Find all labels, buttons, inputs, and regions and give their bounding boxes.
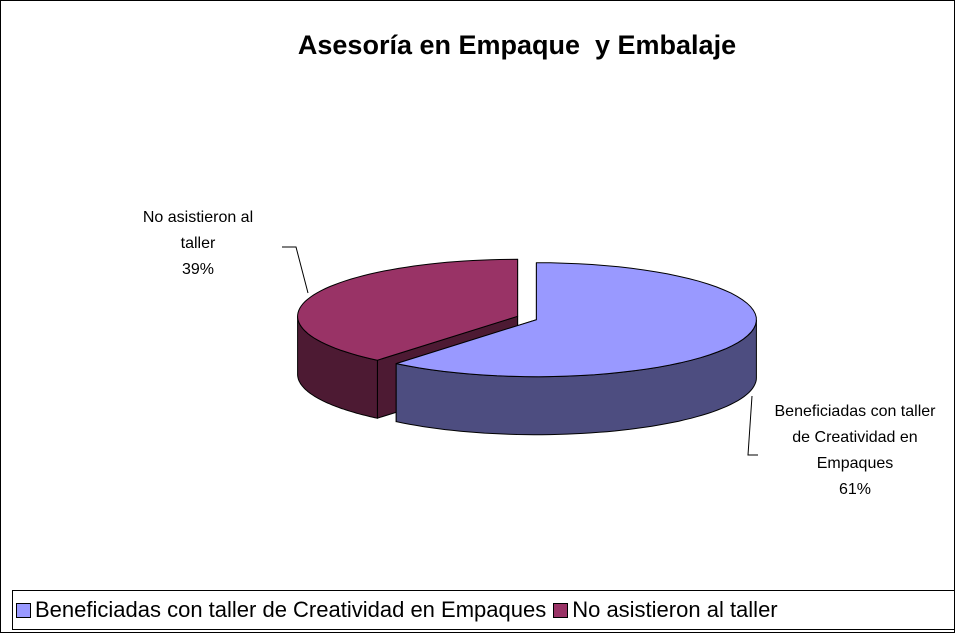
- data-label: Beneficiadas con taller de Creatividad e…: [760, 399, 950, 503]
- legend-label: Beneficiadas con taller de Creatividad e…: [35, 597, 547, 622]
- leader-line: [747, 395, 758, 456]
- label-text: No asistieron al taller: [142, 209, 254, 252]
- slice: [396, 262, 757, 378]
- chart-title: Asesoría en Empaque y Embalaje: [297, 30, 737, 60]
- legend-label: No asistieron al taller: [572, 597, 778, 622]
- legend-item: Beneficiadas con taller de Creatividad e…: [16, 597, 546, 623]
- leader-line: [282, 246, 309, 294]
- label-value: 39%: [181, 261, 215, 278]
- legend-item: No asistieron al taller: [553, 597, 778, 623]
- legend-swatch: [16, 602, 31, 618]
- slice: [297, 258, 519, 361]
- label-value: 61%: [838, 481, 872, 498]
- legend-swatch: [553, 602, 569, 618]
- data-label: No asistieron al taller 39%: [120, 205, 276, 283]
- label-text: Beneficiadas con taller de Creatividad e…: [774, 403, 936, 472]
- legend: Beneficiadas con taller de Creatividad e…: [12, 590, 955, 630]
